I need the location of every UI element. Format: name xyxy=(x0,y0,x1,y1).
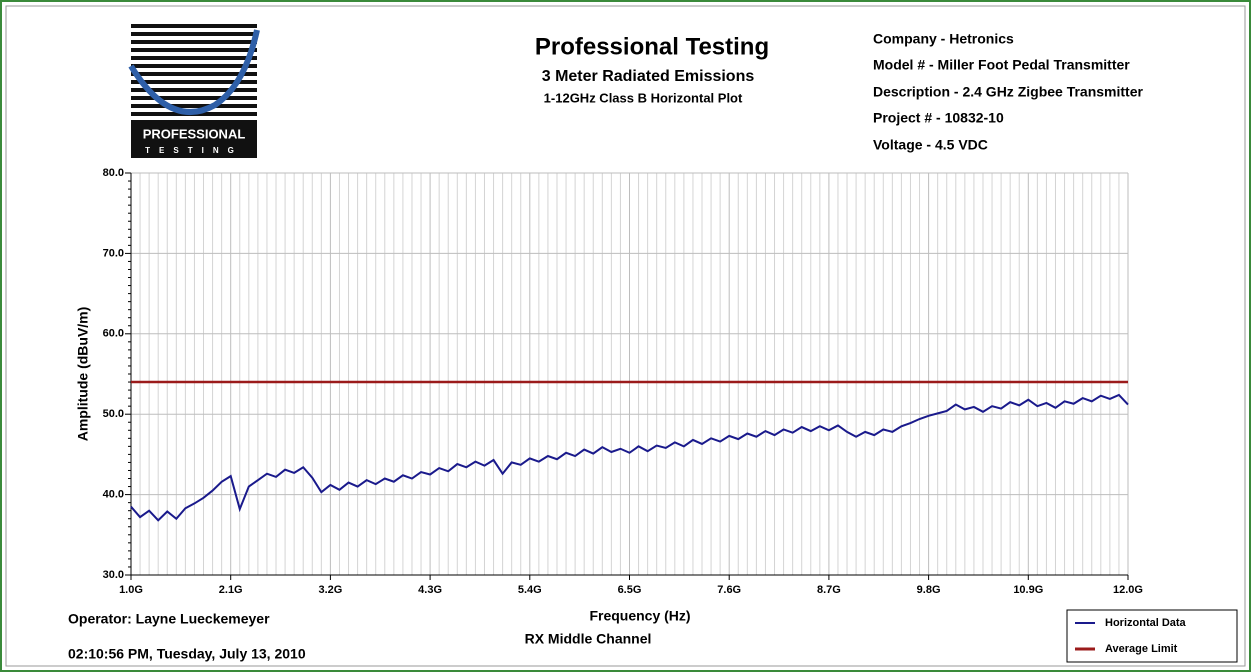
y-tick-label: 40.0 xyxy=(103,489,124,501)
chart-title: Professional Testing xyxy=(535,33,769,60)
x-tick-label: 4.3G xyxy=(418,584,442,596)
x-tick-label: 7.6G xyxy=(717,584,741,596)
y-tick-label: 30.0 xyxy=(103,569,124,581)
x-tick-label: 5.4G xyxy=(518,584,542,596)
info-line: Company - Hetronics xyxy=(873,31,1014,47)
legend-label: Average Limit xyxy=(1105,643,1178,655)
info-line: Description - 2.4 GHz Zigbee Transmitter xyxy=(873,84,1144,100)
logo-subtext: TESTING xyxy=(145,146,243,155)
x-tick-label: 2.1G xyxy=(219,584,243,596)
note: RX Middle Channel xyxy=(525,631,652,647)
y-tick-label: 50.0 xyxy=(103,408,124,420)
x-axis-label: Frequency (Hz) xyxy=(589,608,690,624)
info-line: Voltage - 4.5 VDC xyxy=(873,137,988,153)
logo: PROFESSIONAL TESTING xyxy=(128,22,260,158)
x-tick-label: 9.8G xyxy=(917,584,941,596)
inner-frame xyxy=(5,5,1246,667)
y-axis-label: Amplitude (dBuV/m) xyxy=(75,307,91,442)
x-tick-label: 1.0G xyxy=(119,584,143,596)
info-line: Model # - Miller Foot Pedal Transmitter xyxy=(873,57,1130,73)
x-tick-label: 12.0G xyxy=(1113,584,1143,596)
legend-label: Horizontal Data xyxy=(1105,617,1187,629)
x-tick-label: 8.7G xyxy=(817,584,841,596)
operator: Operator: Layne Lueckemeyer xyxy=(68,611,270,627)
legend-box xyxy=(1066,609,1238,663)
series-line xyxy=(130,393,1129,522)
y-tick-label: 70.0 xyxy=(103,247,124,259)
chart-subtitle: 3 Meter Radiated Emissions xyxy=(542,68,755,85)
x-tick-label: 3.2G xyxy=(318,584,342,596)
x-tick-label: 10.9G xyxy=(1013,584,1043,596)
chart-subtitle: 1-12GHz Class B Horizontal Plot xyxy=(544,90,743,105)
info-line: Project # - 10832-10 xyxy=(873,110,1004,126)
timestamp: 02:10:56 PM, Tuesday, July 13, 2010 xyxy=(68,646,306,662)
x-tick-label: 6.5G xyxy=(618,584,642,596)
y-tick-label: 60.0 xyxy=(103,328,124,340)
y-tick-label: 80.0 xyxy=(103,167,124,179)
legend: Horizontal Data Average Limit xyxy=(1066,609,1238,663)
logo-text: PROFESSIONAL xyxy=(143,126,246,141)
